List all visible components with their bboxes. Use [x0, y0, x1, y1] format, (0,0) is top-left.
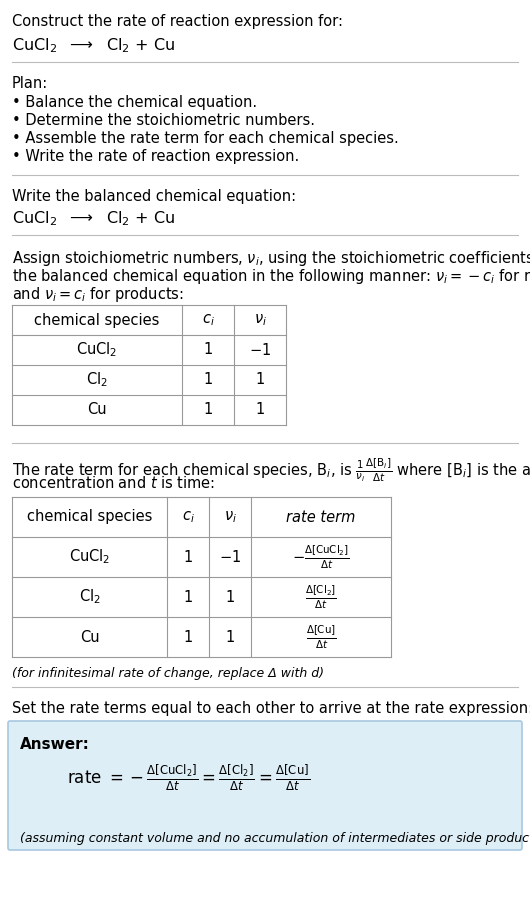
Text: The rate term for each chemical species, B$_i$, is $\frac{1}{\nu_i}\frac{\Delta[: The rate term for each chemical species,… — [12, 457, 530, 484]
Text: 1: 1 — [204, 402, 213, 418]
Text: • Determine the stoichiometric numbers.: • Determine the stoichiometric numbers. — [12, 113, 315, 128]
Text: CuCl$_2$: CuCl$_2$ — [69, 548, 110, 566]
Text: $c_i$: $c_i$ — [182, 510, 195, 525]
Text: Cl$_2$: Cl$_2$ — [86, 370, 108, 389]
Text: chemical species: chemical species — [34, 312, 160, 328]
Text: CuCl$_2$  $\longrightarrow$  Cl$_2$ + Cu: CuCl$_2$ $\longrightarrow$ Cl$_2$ + Cu — [12, 209, 175, 228]
Text: 1: 1 — [183, 550, 192, 564]
Text: 1: 1 — [255, 372, 264, 388]
Text: $\nu_i$: $\nu_i$ — [253, 312, 267, 328]
Text: $\frac{\Delta[\mathrm{Cu}]}{\Delta t}$: $\frac{\Delta[\mathrm{Cu}]}{\Delta t}$ — [306, 623, 337, 651]
Text: 1: 1 — [183, 590, 192, 604]
Text: rate $= -\frac{\Delta[\mathrm{CuCl_2}]}{\Delta t} = \frac{\Delta[\mathrm{Cl_2}]}: rate $= -\frac{\Delta[\mathrm{CuCl_2}]}{… — [67, 763, 310, 794]
Text: Cl$_2$: Cl$_2$ — [78, 588, 100, 606]
Text: the balanced chemical equation in the following manner: $\nu_i = -c_i$ for react: the balanced chemical equation in the fo… — [12, 267, 530, 286]
Text: $-\frac{\Delta[\mathrm{CuCl_2}]}{\Delta t}$: $-\frac{\Delta[\mathrm{CuCl_2}]}{\Delta … — [292, 543, 350, 571]
Text: Cu: Cu — [80, 630, 99, 644]
Text: 1: 1 — [225, 630, 235, 644]
FancyBboxPatch shape — [8, 721, 522, 850]
Text: $\nu_i$: $\nu_i$ — [224, 510, 236, 525]
Text: $\frac{\Delta[\mathrm{Cl_2}]}{\Delta t}$: $\frac{\Delta[\mathrm{Cl_2}]}{\Delta t}$ — [305, 583, 337, 611]
Text: CuCl$_2$  $\longrightarrow$  Cl$_2$ + Cu: CuCl$_2$ $\longrightarrow$ Cl$_2$ + Cu — [12, 36, 175, 55]
Text: Plan:: Plan: — [12, 76, 48, 91]
Text: Set the rate terms equal to each other to arrive at the rate expression:: Set the rate terms equal to each other t… — [12, 701, 530, 716]
Text: chemical species: chemical species — [27, 510, 152, 524]
Text: • Assemble the rate term for each chemical species.: • Assemble the rate term for each chemic… — [12, 131, 399, 146]
Text: $-1$: $-1$ — [219, 549, 241, 565]
Text: (for infinitesimal rate of change, replace Δ with d): (for infinitesimal rate of change, repla… — [12, 667, 324, 680]
Text: rate term: rate term — [286, 510, 356, 524]
Text: • Write the rate of reaction expression.: • Write the rate of reaction expression. — [12, 149, 299, 164]
Text: 1: 1 — [255, 402, 264, 418]
Text: $c_i$: $c_i$ — [201, 312, 215, 328]
Text: Assign stoichiometric numbers, $\nu_i$, using the stoichiometric coefficients, $: Assign stoichiometric numbers, $\nu_i$, … — [12, 249, 530, 268]
Text: Write the balanced chemical equation:: Write the balanced chemical equation: — [12, 189, 296, 204]
Text: and $\nu_i = c_i$ for products:: and $\nu_i = c_i$ for products: — [12, 285, 184, 304]
Text: Construct the rate of reaction expression for:: Construct the rate of reaction expressio… — [12, 14, 343, 29]
Text: (assuming constant volume and no accumulation of intermediates or side products): (assuming constant volume and no accumul… — [20, 832, 530, 845]
Text: Answer:: Answer: — [20, 737, 90, 752]
Text: 1: 1 — [204, 342, 213, 358]
Text: CuCl$_2$: CuCl$_2$ — [76, 340, 118, 359]
Text: Cu: Cu — [87, 402, 107, 418]
Text: • Balance the chemical equation.: • Balance the chemical equation. — [12, 95, 257, 110]
Text: 1: 1 — [225, 590, 235, 604]
Text: 1: 1 — [183, 630, 192, 644]
Text: $-1$: $-1$ — [249, 342, 271, 358]
Text: concentration and $t$ is time:: concentration and $t$ is time: — [12, 475, 215, 491]
Text: 1: 1 — [204, 372, 213, 388]
